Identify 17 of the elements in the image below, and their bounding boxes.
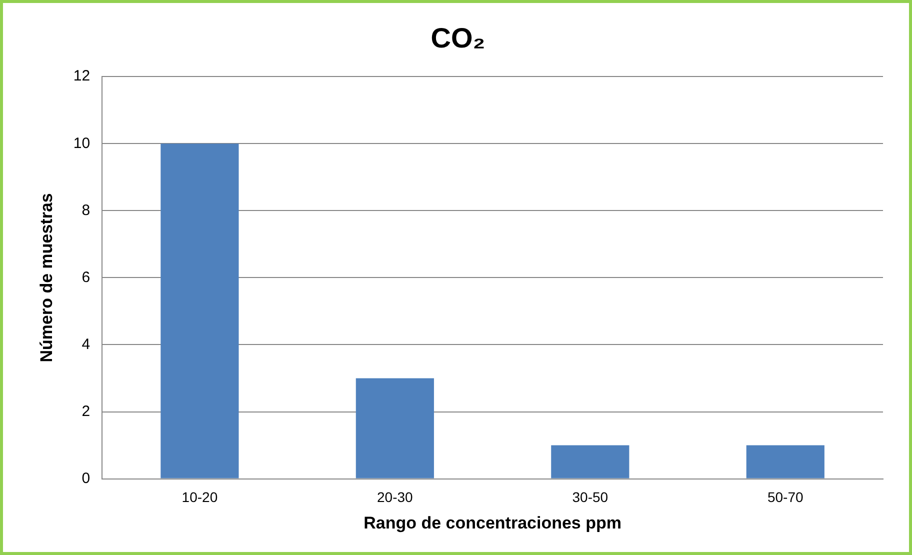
y-tick-label: 10 xyxy=(73,134,90,152)
y-tick-label: 4 xyxy=(82,336,90,353)
x-tick-label: 20-30 xyxy=(377,489,414,506)
bar xyxy=(746,445,824,478)
y-tick-label: 0 xyxy=(82,470,90,487)
y-axis-title: Número de muestras xyxy=(36,193,56,362)
y-tick-label: 12 xyxy=(73,68,90,85)
x-tick-label: 10-20 xyxy=(182,489,218,506)
y-tick-label: 8 xyxy=(82,202,90,219)
x-tick-label: 50-70 xyxy=(767,489,804,506)
bar xyxy=(551,445,630,478)
bar xyxy=(356,378,434,478)
bar xyxy=(160,144,239,478)
y-tick-label: 6 xyxy=(82,268,90,286)
chart-title: CO₂ xyxy=(430,22,486,54)
y-tick-label: 2 xyxy=(82,402,90,420)
x-tick-label: 30-50 xyxy=(572,489,608,506)
